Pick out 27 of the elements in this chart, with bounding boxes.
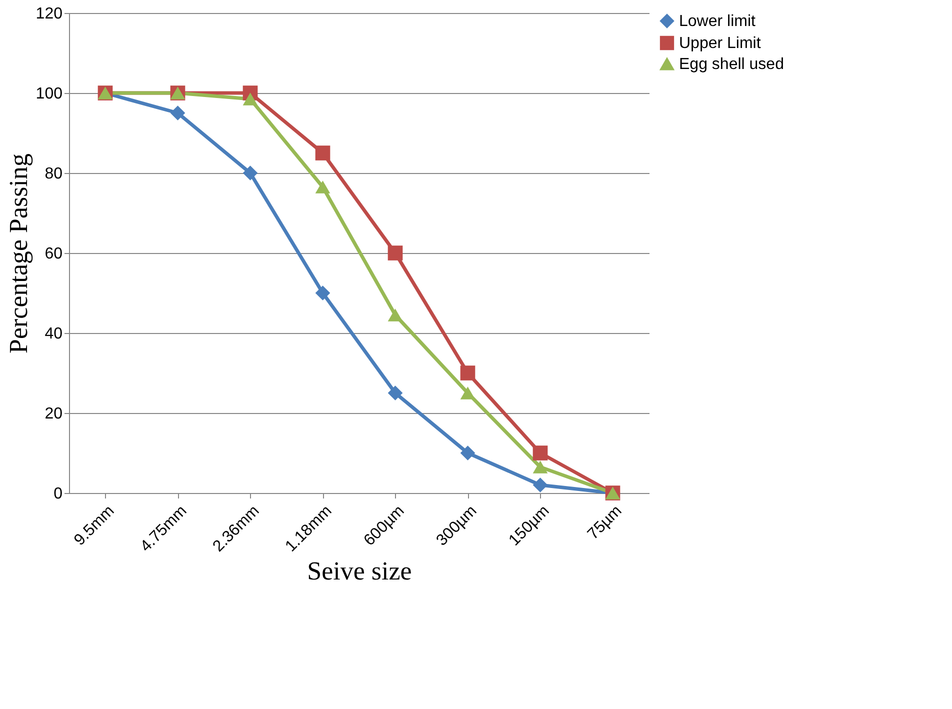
point xyxy=(460,446,476,460)
point xyxy=(532,478,548,492)
y-tick-label: 120 xyxy=(36,6,63,22)
point xyxy=(532,446,548,460)
point xyxy=(170,106,186,120)
point xyxy=(460,366,476,380)
point xyxy=(388,386,403,400)
y-tick-label: 20 xyxy=(44,406,63,422)
point xyxy=(460,386,476,400)
y-axis-title: Percentage Passing xyxy=(4,153,33,354)
point xyxy=(242,92,258,106)
y-tick-label: 80 xyxy=(44,166,63,182)
y-tick-label: 60 xyxy=(44,246,63,262)
point xyxy=(242,166,258,180)
point xyxy=(315,180,330,194)
point xyxy=(388,308,403,322)
legend-label: Upper Limit xyxy=(679,35,762,52)
legend-label: Lower limit xyxy=(679,13,756,30)
legend-label: Egg shell used xyxy=(679,56,784,73)
point xyxy=(315,146,330,160)
y-tick-label: 0 xyxy=(54,486,63,502)
point xyxy=(388,246,403,260)
x-axis-title: Seive size xyxy=(307,556,412,586)
point xyxy=(532,460,548,474)
y-tick-label: 100 xyxy=(36,86,63,102)
point xyxy=(315,286,330,300)
y-tick-label: 40 xyxy=(44,326,63,342)
